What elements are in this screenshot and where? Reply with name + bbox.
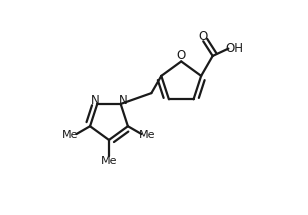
Text: O: O — [176, 49, 186, 62]
Text: Me: Me — [62, 130, 79, 140]
Text: N: N — [119, 94, 128, 107]
Text: Me: Me — [101, 156, 117, 166]
Text: Me: Me — [139, 130, 156, 140]
Text: O: O — [199, 29, 208, 43]
Text: N: N — [90, 94, 99, 107]
Text: OH: OH — [226, 42, 244, 55]
